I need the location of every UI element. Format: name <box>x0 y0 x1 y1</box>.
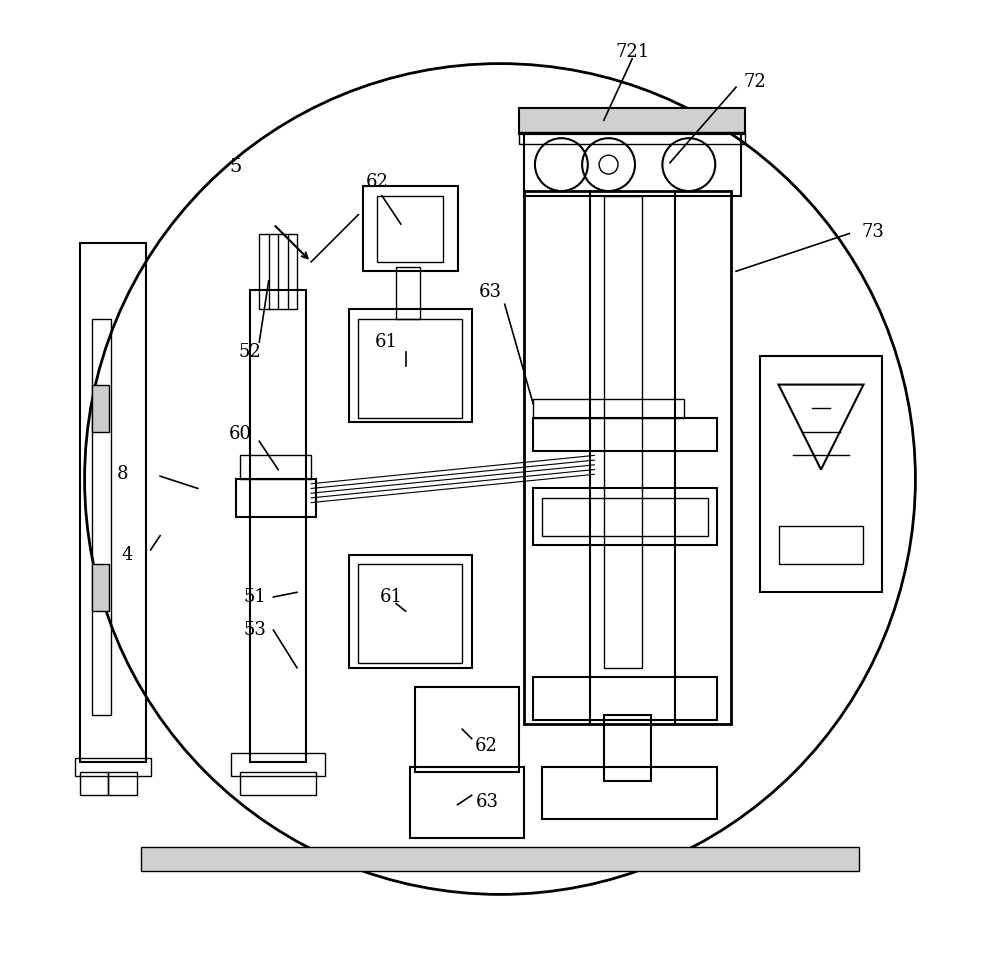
Bar <box>533 399 684 418</box>
Bar <box>358 564 462 663</box>
Bar <box>779 526 863 564</box>
Bar <box>410 767 524 837</box>
Text: 5: 5 <box>229 158 242 176</box>
Text: 721: 721 <box>615 43 649 61</box>
Text: 60: 60 <box>229 424 252 443</box>
Bar <box>533 489 717 545</box>
Text: 72: 72 <box>744 74 766 91</box>
Text: 8: 8 <box>117 466 128 483</box>
Text: 61: 61 <box>380 588 403 606</box>
Bar <box>396 266 420 318</box>
Text: 61: 61 <box>375 333 398 351</box>
Bar <box>533 418 717 450</box>
Text: 73: 73 <box>861 222 884 240</box>
Bar <box>240 455 311 479</box>
Bar <box>519 108 745 134</box>
Bar <box>533 677 717 719</box>
Text: 53: 53 <box>243 621 266 639</box>
Bar <box>358 318 462 418</box>
Bar <box>259 234 297 309</box>
Bar <box>519 131 745 144</box>
Bar <box>92 384 109 432</box>
Text: 51: 51 <box>243 588 266 606</box>
Bar <box>108 772 137 795</box>
Bar <box>604 195 642 668</box>
Bar <box>542 498 708 536</box>
Bar <box>524 134 741 195</box>
Bar <box>349 309 472 422</box>
Text: 4: 4 <box>121 545 133 563</box>
Bar <box>75 758 151 776</box>
Text: 63: 63 <box>479 283 502 301</box>
Bar <box>349 555 472 668</box>
Bar <box>363 186 458 271</box>
Bar <box>760 356 882 592</box>
Bar <box>250 290 306 763</box>
Text: 52: 52 <box>238 343 261 360</box>
Text: 62: 62 <box>366 172 389 191</box>
Bar <box>542 767 717 819</box>
Bar <box>377 195 443 262</box>
Bar <box>604 715 651 781</box>
Bar <box>92 318 111 715</box>
Bar <box>80 772 108 795</box>
Bar <box>231 753 325 776</box>
Text: 63: 63 <box>476 793 499 810</box>
Bar <box>415 687 519 772</box>
Bar <box>236 479 316 516</box>
Bar <box>92 564 109 611</box>
Bar <box>524 191 731 724</box>
Text: 62: 62 <box>474 738 497 755</box>
Bar <box>141 847 859 871</box>
Bar <box>240 772 316 795</box>
Bar <box>80 243 146 763</box>
